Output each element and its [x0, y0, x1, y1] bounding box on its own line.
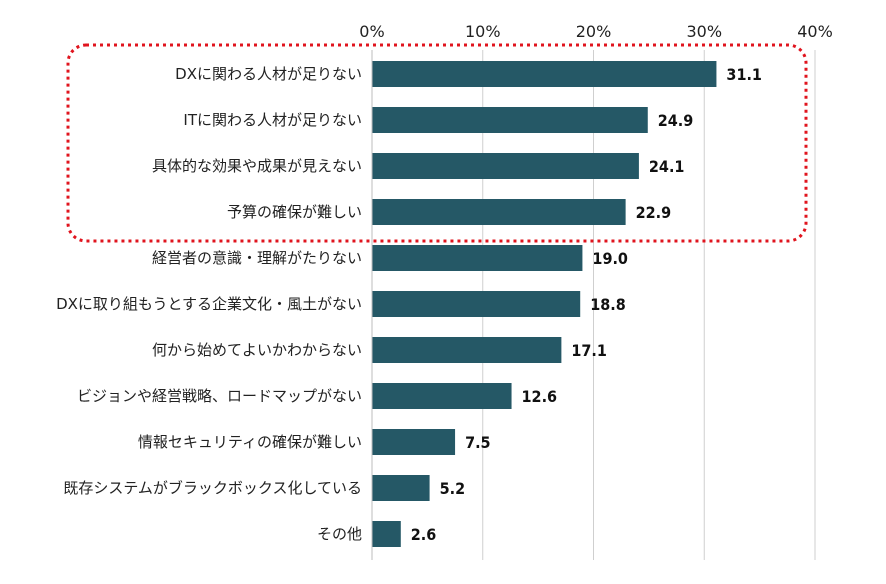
value-label: 19.0 — [592, 249, 628, 268]
x-axis-ticks: 0% 10% 20% 30% 40% — [359, 22, 832, 41]
bars — [372, 61, 717, 547]
value-label: 17.1 — [571, 341, 607, 360]
highlight-box — [66, 43, 808, 243]
category-label: 予算の確保が難しい — [227, 203, 362, 221]
value-label: 12.6 — [522, 387, 558, 406]
bar — [372, 245, 583, 271]
category-label: 具体的な効果や成果が見えない — [152, 157, 362, 175]
category-label: 何から始めてよいかわからない — [152, 341, 362, 359]
x-tick-label: 30% — [686, 22, 722, 41]
bar — [372, 291, 581, 317]
category-label: 経営者の意識・理解がたりない — [152, 249, 362, 267]
bar — [372, 199, 626, 225]
value-label: 24.9 — [658, 111, 694, 130]
bar — [372, 337, 562, 363]
category-label: 既存システムがブラックボックス化している — [63, 479, 362, 497]
bar — [372, 475, 430, 501]
bar — [372, 429, 456, 455]
bar — [372, 107, 648, 133]
x-tick-label: 0% — [359, 22, 384, 41]
bar — [372, 383, 512, 409]
value-label: 22.9 — [636, 203, 672, 222]
bar — [372, 521, 401, 547]
value-label: 7.5 — [465, 433, 491, 452]
x-tick-label: 40% — [797, 22, 833, 41]
bar — [372, 153, 639, 179]
x-tick-label: 10% — [465, 22, 501, 41]
x-tick-label: 20% — [576, 22, 612, 41]
value-label: 2.6 — [411, 525, 437, 544]
category-label: 情報セキュリティの確保が難しい — [138, 433, 362, 451]
category-label: DXに関わる人材が足りない — [175, 65, 362, 83]
category-label: ITに関わる人材が足りない — [183, 111, 362, 129]
category-labels: DXに関わる人材が足りない ITに関わる人材が足りない具体的な効果や成果が見えない… — [56, 65, 362, 543]
value-label: 31.1 — [726, 65, 762, 84]
value-label: 18.8 — [590, 295, 626, 314]
value-label: 24.1 — [649, 157, 685, 176]
value-labels: 31.1 24.9 24.1 22.9 19.0 18.8 17.1 12.6 7.5 5.2 2.… — [411, 65, 762, 544]
category-label: その他 — [317, 525, 362, 543]
value-label: 5.2 — [440, 479, 466, 498]
bar — [372, 61, 717, 87]
category-label: DXに取り組もうとする企業文化・風土がない — [56, 295, 362, 313]
category-label: ビジョンや経営戦略、ロードマップがない — [77, 387, 362, 405]
